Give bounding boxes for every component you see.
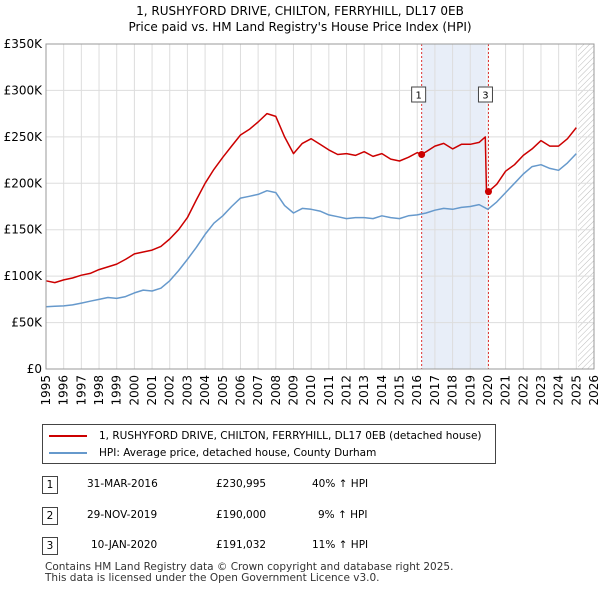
legend-swatch-blue [49,452,87,454]
x-tick-label: 2025 [569,375,583,406]
legend: 1, RUSHYFORD DRIVE, CHILTON, FERRYHILL, … [42,424,496,464]
x-tick-label: 2021 [499,375,513,406]
transaction-hpi: 9% ↑ HPI [318,509,368,521]
transaction-point [484,188,492,196]
x-tick-label: 1998 [92,375,106,406]
x-tick-label: 2003 [180,375,194,406]
transaction-price: £191,032 [216,539,267,551]
transaction-label-text: 1 [415,91,421,102]
transaction-point [418,151,426,159]
x-tick-label: 2009 [286,375,300,406]
y-tick-label: £200K [4,176,44,190]
highlight-region [421,44,487,369]
transaction-number-badge: 1 [42,476,58,494]
legend-swatch-red [49,435,87,437]
transaction-date: 31-MAR-2016 [87,478,158,490]
x-tick-label: 2010 [304,375,318,406]
transaction-number-badge: 2 [42,507,58,525]
x-tick-label: 2023 [534,375,548,406]
footer-license: This data is licensed under the Open Gov… [45,572,380,584]
plot-background [46,44,594,369]
x-tick-label: 2016 [410,375,424,406]
x-tick-label: 1997 [74,375,88,406]
x-tick-label: 2007 [251,375,265,406]
x-tick-label: 2000 [127,375,141,406]
x-tick-label: 2001 [145,375,159,406]
x-tick-label: 1999 [110,375,124,406]
transaction-label-box [411,86,427,103]
x-tick-label: 2024 [552,375,566,406]
x-tick-label: 2026 [587,375,600,406]
hpi-series-line [45,153,577,308]
x-tick-label: 2015 [393,375,407,406]
transaction-label-text: 3 [482,91,488,102]
x-tick-label: 2011 [322,375,336,406]
y-tick-label: £150K [4,223,44,237]
transaction-number-badge: 3 [42,537,58,555]
x-tick-label: 2019 [463,375,477,406]
x-tick-label: 2006 [233,375,247,406]
footer-copyright: Contains HM Land Registry data © Crown c… [45,561,454,573]
x-tick-label: 2002 [163,375,177,406]
chart-subtitle: Price paid vs. HM Land Registry's House … [128,20,472,34]
transaction-price: £190,000 [216,509,267,521]
legend-item-hpi: HPI: Average price, detached house, Coun… [49,445,376,461]
x-tick-label: 2013 [357,375,371,406]
x-tick-label: 2005 [216,375,230,406]
y-tick-label: £350K [4,37,44,51]
x-tick-label: 1996 [57,375,71,406]
transaction-label-box [477,86,493,103]
x-tick-label: 2020 [481,375,495,406]
x-tick-label: 1995 [39,375,53,406]
transaction-date: 10-JAN-2020 [91,539,158,551]
transaction-price: £230,995 [216,478,267,490]
x-tick-label: 2017 [428,375,442,406]
legend-label-hpi: HPI: Average price, detached house, Coun… [99,447,377,459]
y-tick-label: £0 [27,362,42,376]
transaction-date: 29-NOV-2019 [87,509,158,521]
chart-title: 1, RUSHYFORD DRIVE, CHILTON, FERRYHILL, … [136,4,464,18]
plot-frame [45,43,595,370]
legend-item-property: 1, RUSHYFORD DRIVE, CHILTON, FERRYHILL, … [49,428,482,444]
x-tick-label: 2022 [516,375,530,406]
x-tick-label: 2012 [340,375,354,406]
x-tick-label: 2018 [446,375,460,406]
y-tick-label: £50K [11,316,43,330]
y-tick-label: £100K [4,269,44,283]
price-chart: £0 £50K £100K £150K £200K £250K £300K £350K 1995… [4,37,600,406]
x-tick-label: 2008 [269,375,283,406]
transaction-hpi: 11% ↑ HPI [312,539,369,551]
y-tick-label: £300K [4,83,44,97]
legend-label-property: 1, RUSHYFORD DRIVE, CHILTON, FERRYHILL, … [99,430,482,442]
future-hatch-region [578,44,594,369]
x-tick-label: 2014 [375,375,389,406]
y-tick-label: £250K [4,130,44,144]
transaction-hpi: 40% ↑ HPI [312,478,369,490]
x-tick-label: 2004 [198,375,212,406]
